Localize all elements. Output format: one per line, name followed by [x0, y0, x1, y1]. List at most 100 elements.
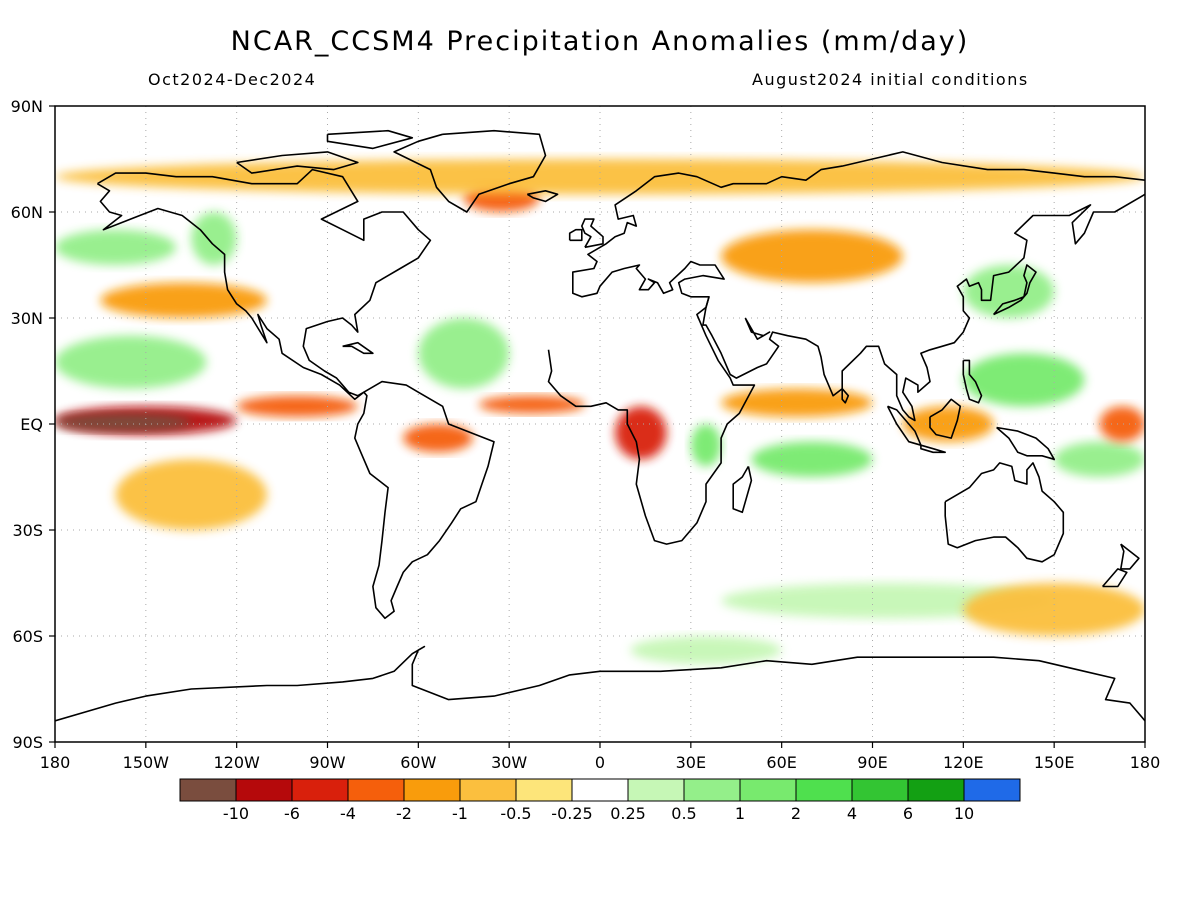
anomaly-region	[963, 583, 1145, 636]
anomaly-region	[721, 229, 903, 283]
coastline-path	[841, 388, 850, 404]
colorbar-label: 4	[847, 804, 857, 823]
longitude-label: 90W	[309, 753, 345, 772]
coastline-path	[393, 129, 547, 213]
colorbar-swatch	[907, 778, 965, 802]
colorbar-swatch	[795, 778, 853, 802]
longitude-label: 180	[1130, 753, 1161, 772]
colorbar-label: 6	[903, 804, 913, 823]
anomaly-region	[902, 406, 994, 442]
colorbar-swatch	[459, 778, 517, 802]
colorbar-swatch	[235, 778, 293, 802]
anomaly-region	[115, 459, 267, 530]
colorbar-label: -4	[340, 804, 356, 823]
colorbar-swatch	[179, 778, 237, 802]
latitude-label: 60N	[11, 203, 43, 222]
coastline-path	[1120, 543, 1140, 570]
colorbar-label: -2	[396, 804, 412, 823]
coastline-path	[962, 359, 983, 404]
longitude-labels: 180 150W 120W 90W 60W 30W 0 30E 60E 90E 120E 150E 18…	[40, 742, 1161, 772]
map-title: NCAR_CCSM4 Precipitation Anomalies (mm/d…	[230, 26, 970, 57]
colorbar-label: -0.25	[551, 804, 592, 823]
anomaly-region	[615, 406, 667, 460]
coastline-path	[526, 190, 559, 203]
coastline-path	[342, 341, 374, 355]
colorbar-swatch	[683, 778, 741, 802]
anomaly-region	[403, 424, 473, 453]
coastline-path	[354, 380, 495, 620]
anomaly-region	[100, 282, 267, 319]
colorbar-label: 1	[735, 804, 745, 823]
coastline-path	[547, 151, 1145, 545]
coastline-path	[920, 444, 946, 454]
anomaly-region	[55, 159, 1145, 195]
colorbar-swatch	[291, 778, 349, 802]
anomaly-region	[721, 388, 873, 417]
colorbar-swatch	[347, 778, 405, 802]
anomaly-region	[630, 636, 782, 665]
colorbar-swatch	[963, 778, 1021, 802]
coastlines	[55, 129, 1145, 722]
colorbar-label: 2	[791, 804, 801, 823]
colorbar-swatch	[851, 778, 909, 802]
latitude-label: 90N	[11, 97, 43, 116]
anomaly-region	[55, 229, 177, 265]
colorbar-label: 10	[954, 804, 974, 823]
longitude-label: 120W	[213, 753, 260, 772]
latitude-label: 60S	[12, 627, 43, 646]
coastline-path	[944, 462, 1065, 563]
anomaly-region	[55, 413, 192, 432]
anomaly-region	[1054, 441, 1145, 477]
anomaly-region	[418, 318, 510, 389]
colorbar-swatch	[515, 778, 573, 802]
coastline-path	[581, 218, 604, 249]
coastline-path	[55, 645, 1145, 722]
anomaly-region	[236, 395, 358, 417]
coastline-path	[96, 168, 432, 401]
latitude-label: 30S	[12, 521, 43, 540]
coastline-path	[744, 317, 771, 340]
colorbar-swatch	[739, 778, 797, 802]
longitude-label: 150E	[1034, 753, 1075, 772]
colorbar-label: 0.5	[671, 804, 696, 823]
coastline-path	[702, 193, 1145, 422]
coastline-path	[326, 129, 414, 150]
latitude-label: 30N	[11, 309, 43, 328]
colorbar-swatch	[571, 778, 629, 802]
coastline-path	[568, 228, 583, 242]
colorbar-label: -6	[284, 804, 300, 823]
anomaly-region	[1099, 406, 1145, 442]
colorbar-label: 0.25	[610, 804, 646, 823]
longitude-label: 60W	[400, 753, 436, 772]
colorbar-label: -1	[452, 804, 468, 823]
anomaly-region	[191, 212, 237, 265]
anomaly-region	[690, 424, 722, 467]
forecast-period: Oct2024-Dec2024	[148, 70, 317, 89]
coastline-path	[929, 398, 962, 439]
anomaly-field	[55, 159, 1145, 665]
longitude-label: 30E	[676, 753, 706, 772]
latitude-labels: 90N 60N 30N EQ 30S 60S 90S	[11, 97, 55, 752]
graticule	[55, 106, 1145, 742]
anomaly-region	[963, 353, 1085, 407]
coastline-path	[1101, 568, 1128, 588]
longitude-label: 30W	[491, 753, 527, 772]
colorbar-swatch	[403, 778, 461, 802]
longitude-label: 90E	[857, 753, 887, 772]
colorbar-labels: -10 -6 -4 -2 -1 -0.5 -0.25 0.25 0.5 1 2 4 6 10	[223, 804, 974, 823]
colorbar-swatch	[627, 778, 685, 802]
coastline-path	[992, 264, 1037, 316]
anomaly-region	[751, 441, 873, 478]
longitude-label: 150W	[123, 753, 170, 772]
coastline-path	[996, 426, 1055, 461]
initial-conditions: August2024 initial conditions	[752, 70, 1029, 89]
latitude-label: 90S	[12, 733, 43, 752]
colorbar-label: -0.5	[500, 804, 531, 823]
longitude-label: 180	[40, 753, 71, 772]
colorbar-label: -10	[223, 804, 249, 823]
longitude-label: 120E	[943, 753, 984, 772]
anomaly-region	[55, 335, 207, 389]
colorbar	[179, 778, 1021, 802]
coastline-path	[236, 151, 359, 174]
